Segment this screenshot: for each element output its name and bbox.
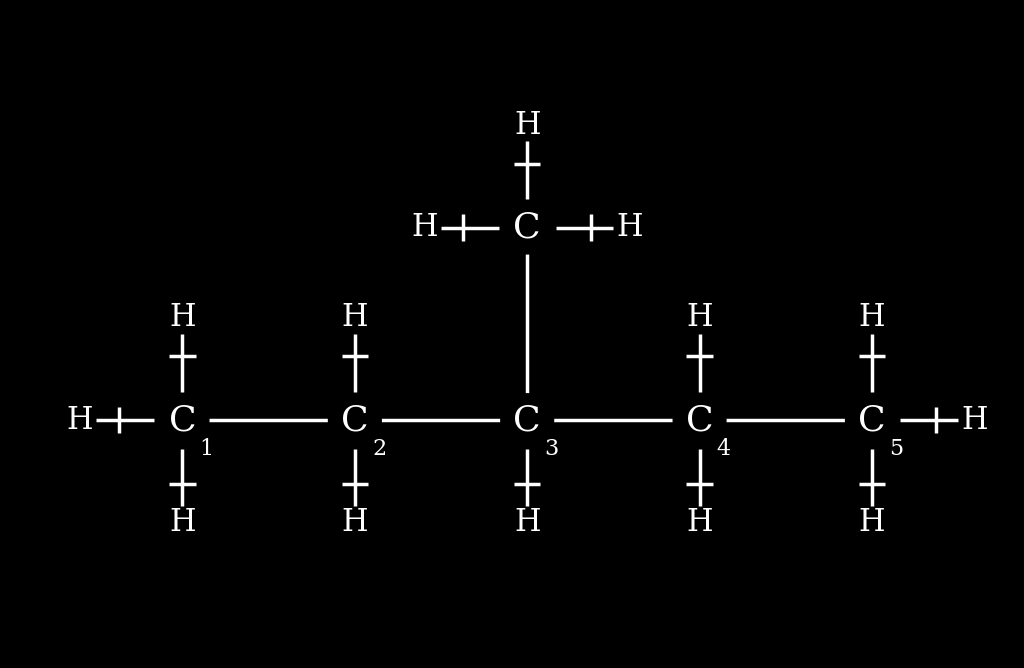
Text: 2: 2	[372, 438, 386, 460]
Text: H: H	[67, 405, 93, 436]
Text: H: H	[686, 507, 713, 538]
Text: H: H	[342, 303, 368, 333]
Text: C: C	[858, 403, 886, 437]
Text: C: C	[686, 403, 714, 437]
Text: H: H	[342, 507, 368, 538]
Circle shape	[501, 201, 554, 254]
Text: C: C	[513, 210, 541, 244]
Text: H: H	[859, 303, 885, 333]
Text: H: H	[859, 507, 885, 538]
Text: H: H	[169, 303, 196, 333]
Circle shape	[156, 394, 209, 446]
Text: H: H	[616, 212, 643, 243]
Circle shape	[846, 394, 898, 446]
Text: C: C	[169, 403, 197, 437]
Text: C: C	[341, 403, 369, 437]
Circle shape	[673, 394, 726, 446]
Text: 1: 1	[200, 438, 214, 460]
Text: 3: 3	[545, 438, 559, 460]
Text: H: H	[514, 507, 541, 538]
Text: 5: 5	[889, 438, 903, 460]
Text: H: H	[412, 212, 438, 243]
Text: H: H	[169, 507, 196, 538]
Text: H: H	[962, 405, 987, 436]
Text: H: H	[514, 110, 541, 141]
Text: 4: 4	[717, 438, 731, 460]
Circle shape	[501, 394, 554, 446]
Text: H: H	[686, 303, 713, 333]
Text: C: C	[513, 403, 541, 437]
Circle shape	[329, 394, 381, 446]
